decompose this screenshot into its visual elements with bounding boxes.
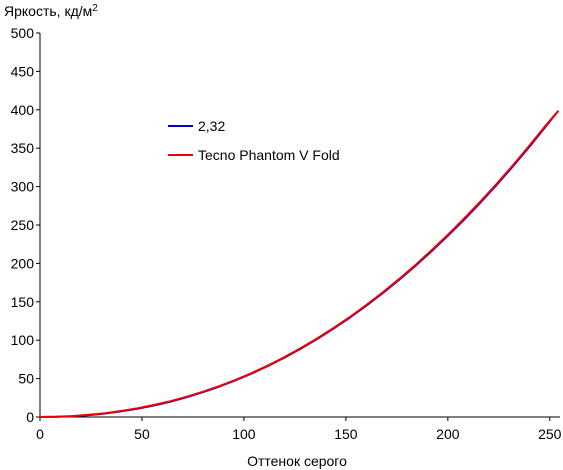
y-tick-label: 450 (11, 63, 35, 79)
x-tick-label: 50 (134, 426, 150, 442)
x-axis-ticks: 0 50 100 150 200 250 (36, 417, 562, 442)
series-lines (39, 110, 559, 418)
legend: 2,32 Tecno Phantom V Fold (168, 118, 340, 163)
x-axis-title: Оттенок серого (247, 453, 347, 469)
x-tick-label: 0 (36, 426, 44, 442)
y-tick-label: 100 (11, 332, 35, 348)
legend-label-series-0: 2,32 (198, 118, 225, 134)
x-tick-label: 200 (436, 426, 460, 442)
legend-label-series-1: Tecno Phantom V Fold (198, 147, 340, 163)
y-tick-label: 200 (11, 255, 35, 271)
series-line-1 (39, 110, 559, 418)
y-axis-ticks: 0 50 100 150 200 250 300 350 400 450 500 (11, 25, 40, 425)
y-tick-label: 300 (11, 179, 35, 195)
y-axis-title-text: Яркость, кд/м (4, 3, 92, 19)
x-tick-label: 150 (334, 426, 358, 442)
x-tick-label: 100 (232, 426, 256, 442)
y-tick-label: 50 (18, 371, 34, 387)
y-tick-label: 150 (11, 294, 35, 310)
y-tick-label: 250 (11, 217, 35, 233)
y-tick-label: 350 (11, 140, 35, 156)
y-tick-label: 0 (26, 409, 34, 425)
y-axis-title-superscript: 2 (92, 3, 98, 14)
y-tick-label: 400 (11, 102, 35, 118)
y-tick-label: 500 (11, 25, 35, 41)
x-tick-label: 250 (538, 426, 562, 442)
y-axis-title: Яркость, кд/м2 (4, 3, 98, 19)
